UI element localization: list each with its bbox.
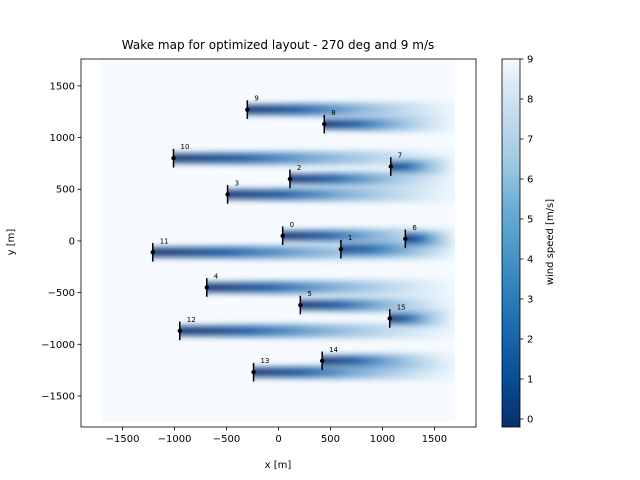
turbine-hub-9: [245, 107, 250, 112]
wake-6: [405, 230, 456, 248]
colorbar-ticks: 0 1 2 3 4 5 6 7 8 9: [520, 55, 533, 426]
turbine-hub-13: [251, 370, 256, 375]
turbine-hub-7: [388, 164, 393, 169]
wake-10: [173, 149, 456, 167]
colorbar-tick-label: 2: [527, 335, 533, 346]
turbine-label-1: 1: [348, 234, 352, 242]
turbine-label-7: 7: [398, 152, 402, 160]
wake-12: [179, 322, 456, 340]
colorbar-tick-label: 3: [527, 295, 533, 306]
turbine-hub-3: [225, 192, 230, 197]
wake-8: [324, 115, 456, 133]
turbine-label-9: 9: [254, 95, 258, 103]
turbine-label-4: 4: [214, 272, 219, 280]
x-axis-label: x [m]: [265, 460, 292, 471]
x-tick-label: −1500: [106, 434, 140, 445]
turbine-label-8: 8: [331, 109, 335, 117]
y-tick-label: −500: [48, 288, 75, 299]
wake-14: [322, 352, 456, 370]
turbine-hub-15: [387, 316, 392, 321]
turbine-hub-8: [322, 121, 327, 127]
colorbar: 0 1 2 3 4 5 6 7 8 9 wind speed [m/s]: [501, 55, 556, 428]
y-axis: 1500 1000 500 0 −500 −1000 −1500: [41, 81, 81, 402]
x-tick-label: 0: [275, 434, 281, 445]
wake-2: [289, 170, 456, 188]
y-tick-label: 0: [69, 236, 75, 247]
turbine-label-11: 11: [160, 237, 169, 245]
y-axis-label: y [m]: [6, 229, 17, 256]
turbine-hub-1: [338, 247, 344, 252]
chart-title: Wake map for optimized layout - 270 deg …: [122, 38, 434, 52]
wake-5: [300, 296, 456, 314]
colorbar-tick-label: 5: [527, 215, 533, 226]
turbine-label-2: 2: [297, 164, 301, 172]
turbine-label-13: 13: [261, 357, 270, 365]
wake-11: [152, 243, 456, 261]
colorbar-tick-label: 0: [527, 415, 533, 426]
x-tick-label: 500: [321, 434, 340, 445]
y-tick-label: 1000: [50, 133, 75, 144]
turbine-label-12: 12: [187, 316, 196, 324]
turbine-label-15: 15: [397, 303, 406, 311]
turbine-label-14: 14: [329, 346, 338, 354]
y-tick-label: 500: [56, 185, 75, 196]
turbine-label-3: 3: [235, 179, 239, 187]
x-tick-label: 1500: [422, 434, 447, 445]
turbine-hub-4: [204, 285, 209, 290]
turbine-hub-6: [403, 236, 408, 242]
wake-3: [227, 185, 456, 203]
colorbar-gradient: [501, 58, 521, 428]
turbine-hub-12: [177, 328, 182, 334]
colorbar-label: wind speed [m/s]: [545, 199, 556, 285]
x-axis: −1500 −1000 −500 0 500 1000 1500: [106, 427, 447, 445]
turbine-label-5: 5: [307, 290, 311, 298]
colorbar-tick-label: 8: [527, 95, 533, 106]
wake-13: [253, 363, 456, 381]
y-tick-label: −1000: [41, 340, 75, 351]
colorbar-tick-label: 6: [527, 175, 533, 186]
wake-4: [206, 278, 456, 296]
turbine-hub-10: [171, 156, 176, 161]
turbine-label-0: 0: [290, 221, 294, 229]
wake-9: [247, 101, 456, 119]
x-tick-label: −500: [213, 434, 240, 445]
turbine-label-6: 6: [412, 224, 417, 232]
colorbar-tick-label: 7: [527, 135, 533, 146]
colorbar-tick-label: 9: [527, 55, 533, 66]
wake-layer: [152, 101, 456, 381]
turbine-hub-11: [150, 250, 155, 255]
x-tick-label: −1000: [158, 434, 192, 445]
y-tick-label: 1500: [50, 81, 75, 92]
y-tick-label: −1500: [41, 391, 75, 402]
x-tick-label: 1000: [370, 434, 395, 445]
turbine-label-10: 10: [181, 143, 190, 151]
colorbar-tick-label: 1: [527, 375, 533, 386]
turbine-hub-0: [280, 233, 285, 238]
colorbar-tick-label: 4: [527, 255, 533, 266]
turbine-hub-14: [319, 358, 325, 364]
wake-15: [389, 309, 456, 328]
turbine-hub-5: [298, 302, 303, 308]
turbine-hub-2: [287, 176, 293, 182]
